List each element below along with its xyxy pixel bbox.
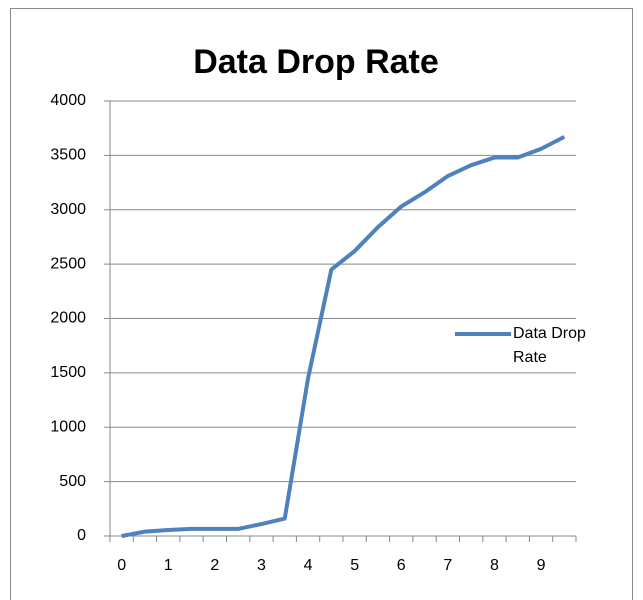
- x-tick-label: 9: [537, 557, 546, 574]
- x-tick-label: 3: [257, 557, 266, 574]
- y-tick-label: 4000: [50, 92, 86, 109]
- x-tick-label: 5: [350, 557, 359, 574]
- x-tick-label: 8: [490, 557, 499, 574]
- legend-label: Data Drop Rate: [513, 325, 586, 366]
- x-tick-label: 7: [443, 557, 452, 574]
- y-tick-label: 0: [77, 527, 86, 544]
- y-tick-label: 3500: [50, 147, 86, 164]
- y-tick-label: 1000: [50, 418, 86, 435]
- x-tick-label: 0: [117, 557, 126, 574]
- x-tick-label: 4: [304, 557, 313, 574]
- chart-border: [10, 8, 633, 600]
- x-tick-label: 2: [210, 557, 219, 574]
- x-tick-label: 1: [164, 557, 173, 574]
- y-tick-label: 1500: [50, 364, 86, 381]
- data-line: [121, 135, 566, 538]
- chart-title: Data Drop Rate: [193, 43, 439, 81]
- y-tick-label: 2000: [50, 310, 86, 327]
- y-tick-label: 2500: [50, 255, 86, 272]
- y-tick-label: 3000: [50, 201, 86, 218]
- y-tick-label: 500: [59, 473, 86, 490]
- x-tick-label: 6: [397, 557, 406, 574]
